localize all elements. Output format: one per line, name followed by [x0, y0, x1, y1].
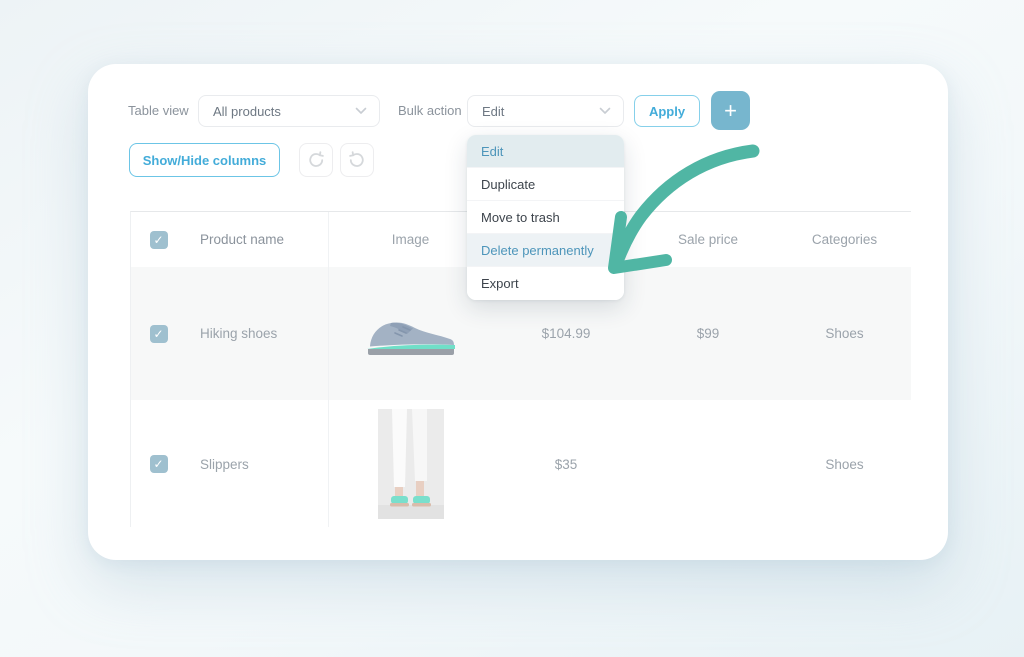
menu-item-delete-permanently[interactable]: Delete permanently [467, 234, 624, 267]
menu-item-duplicate[interactable]: Duplicate [467, 168, 624, 201]
menu-item-edit[interactable]: Edit [467, 135, 624, 168]
menu-item-export[interactable]: Export [467, 267, 624, 300]
product-name-cell: Slippers [200, 456, 249, 472]
product-name-cell: Hiking shoes [200, 326, 278, 341]
redo-icon [349, 151, 364, 167]
table-view-select[interactable]: All products [198, 95, 380, 127]
sale-price-cell: $99 [696, 326, 720, 341]
table-view-selected-value: All products [213, 103, 281, 119]
chevron-down-icon [599, 107, 611, 114]
products-panel: Table view All products Bulk action Edit… [88, 64, 948, 560]
header-product-name: Product name [200, 232, 285, 247]
header-sale-price: Sale price [677, 232, 739, 247]
check-icon: ✓ [153, 232, 164, 247]
categories-cell: Shoes [825, 456, 864, 472]
add-product-button[interactable]: + [711, 91, 750, 130]
hiking-shoe-image [366, 322, 455, 355]
table-view-label: Table view [128, 103, 189, 118]
column-divider [328, 212, 329, 527]
plus-icon: + [724, 97, 737, 123]
check-icon: ✓ [153, 457, 164, 471]
product-image-cell [328, 409, 493, 519]
row-checkbox[interactable]: ✓ [149, 324, 168, 343]
bulk-action-select[interactable]: Edit [467, 95, 624, 127]
product-image-cell [328, 312, 493, 356]
undo-icon [309, 151, 324, 167]
apply-button[interactable]: Apply [634, 95, 700, 127]
bulk-action-selected-value: Edit [482, 103, 505, 119]
slippers-image [377, 409, 444, 519]
undo-button[interactable] [299, 143, 333, 177]
categories-cell: Shoes [825, 326, 864, 341]
menu-item-move-to-trash[interactable]: Move to trash [467, 201, 624, 234]
check-icon: ✓ [153, 326, 164, 341]
show-hide-columns-button[interactable]: Show/Hide columns [129, 143, 280, 177]
bulk-action-menu: Edit Duplicate Move to trash Delete perm… [467, 135, 624, 300]
header-image: Image [391, 232, 430, 247]
header-categories: Categories [811, 232, 878, 247]
select-all-checkbox[interactable]: ✓ [149, 230, 168, 249]
chevron-down-icon [355, 107, 367, 114]
bulk-action-label: Bulk action [398, 103, 462, 118]
row-checkbox[interactable]: ✓ [149, 455, 168, 473]
regular-price-cell: $35 [554, 456, 578, 472]
redo-button[interactable] [340, 143, 374, 177]
regular-price-cell: $104.99 [541, 326, 591, 341]
table-row[interactable]: ✓ Slippers [131, 400, 911, 527]
products-table: ✓ Product name Image Sale price Categori… [130, 211, 911, 527]
table-header-row: ✓ Product name Image Sale price Categori… [131, 212, 911, 267]
